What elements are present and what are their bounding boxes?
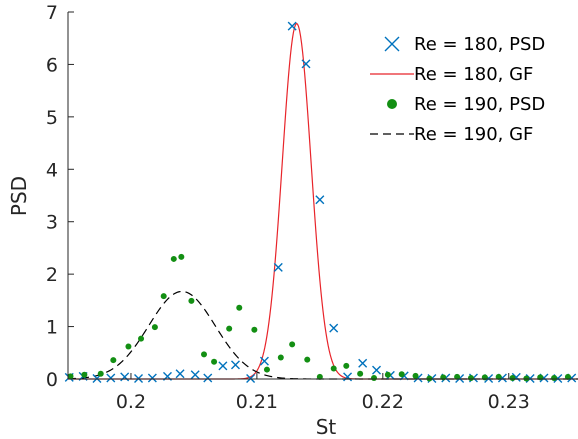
x-tick-label: 0.21 xyxy=(236,391,278,413)
data-point xyxy=(211,358,218,365)
y-tick-label: 3 xyxy=(46,212,58,234)
data-point xyxy=(537,374,544,381)
x-tick-label: 0.2 xyxy=(116,391,146,413)
data-point xyxy=(509,374,516,381)
legend-label-1: Re = 180, GF xyxy=(414,64,533,85)
y-tick-label: 2 xyxy=(46,264,58,286)
data-point xyxy=(97,370,104,377)
data-point xyxy=(151,324,158,331)
legend: Re = 180, PSD Re = 180, GF Re = 190, PSD Re… xyxy=(370,34,545,145)
data-point xyxy=(263,366,270,373)
data-point xyxy=(246,373,256,383)
data-point xyxy=(304,356,311,363)
data-point xyxy=(218,361,228,371)
data-point xyxy=(454,373,461,380)
data-point xyxy=(343,362,350,369)
data-point xyxy=(343,372,353,382)
data-point xyxy=(147,373,157,383)
data-point xyxy=(178,253,185,260)
data-point xyxy=(175,369,185,379)
data-point xyxy=(371,374,377,381)
data-point xyxy=(81,371,88,378)
y-tick-label: 1 xyxy=(46,317,58,339)
legend-label-0: Re = 180, PSD xyxy=(414,34,545,55)
data-point xyxy=(188,297,195,304)
data-point xyxy=(203,373,213,383)
legend-marker-2 xyxy=(387,99,397,109)
data-point xyxy=(358,358,368,368)
data-point xyxy=(67,373,74,380)
y-tick-label: 4 xyxy=(46,159,58,181)
y-tick-label: 0 xyxy=(46,369,58,391)
y-tick-label: 7 xyxy=(46,2,58,24)
data-point xyxy=(190,370,200,380)
data-point xyxy=(329,323,339,333)
data-point xyxy=(426,375,433,382)
data-point xyxy=(160,293,167,300)
x-tick-label: 0.23 xyxy=(488,391,530,413)
data-point xyxy=(170,255,177,262)
data-point xyxy=(398,371,405,378)
data-point xyxy=(230,360,240,370)
data-point xyxy=(316,373,323,380)
data-point xyxy=(357,370,364,377)
data-point xyxy=(110,357,117,364)
legend-marker-0 xyxy=(384,36,400,52)
data-point xyxy=(134,373,144,383)
data-point xyxy=(440,374,447,381)
data-point xyxy=(236,304,243,311)
data-point xyxy=(412,372,419,379)
data-point xyxy=(125,343,132,350)
x-axis-label: St xyxy=(316,415,337,439)
data-point xyxy=(551,374,558,381)
y-axis-label: PSD xyxy=(7,176,31,216)
series-0 xyxy=(64,21,577,383)
data-point xyxy=(564,373,571,380)
x-tick-label: 0.22 xyxy=(362,391,404,413)
y-tick-label: 6 xyxy=(46,54,58,76)
data-point xyxy=(259,356,269,366)
data-point xyxy=(523,375,530,382)
y-tick-label: 5 xyxy=(46,107,58,129)
data-point xyxy=(226,325,233,332)
data-point xyxy=(330,365,337,372)
legend-label-2: Re = 190, PSD xyxy=(414,94,545,115)
data-point xyxy=(467,374,474,381)
data-point xyxy=(315,195,325,205)
data-point xyxy=(495,373,502,380)
data-point xyxy=(372,365,382,375)
data-point xyxy=(138,335,145,342)
data-point xyxy=(287,21,297,31)
data-point xyxy=(277,354,284,361)
data-point xyxy=(106,373,116,383)
data-point xyxy=(289,341,296,348)
data-point xyxy=(301,59,311,69)
axes-layer: 0 1 2 3 4 5 6 7 0.2 0.21 0.22 0.23 xyxy=(46,2,530,413)
data-point xyxy=(384,371,391,378)
data-point xyxy=(120,372,130,382)
data-point xyxy=(251,326,258,333)
data-point xyxy=(481,374,488,381)
data-point xyxy=(273,262,283,272)
data-point xyxy=(201,351,207,358)
legend-label-3: Re = 190, GF xyxy=(414,124,533,145)
